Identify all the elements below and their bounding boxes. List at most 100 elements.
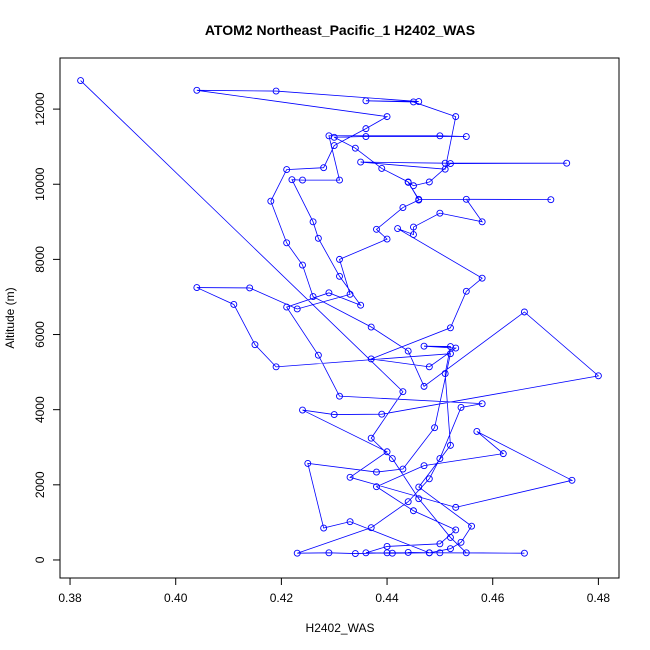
data-point bbox=[299, 406, 306, 414]
data-point bbox=[299, 176, 306, 184]
data-point bbox=[404, 498, 412, 506]
data-point bbox=[373, 483, 380, 491]
data-point bbox=[415, 495, 423, 503]
data-point bbox=[325, 549, 333, 557]
data-point bbox=[447, 160, 454, 168]
data-point bbox=[410, 507, 417, 515]
data-point bbox=[404, 178, 412, 186]
data-point bbox=[594, 372, 602, 380]
data-point bbox=[478, 274, 486, 282]
data-point bbox=[447, 324, 454, 332]
chart-title: ATOM2 Northeast_Pacific_1 H2402_WAS bbox=[205, 22, 475, 38]
data-point bbox=[394, 225, 402, 233]
data-point bbox=[425, 363, 433, 371]
data-point bbox=[362, 125, 370, 133]
data-point bbox=[452, 113, 460, 121]
data-point bbox=[462, 195, 470, 203]
data-point bbox=[362, 133, 370, 140]
y-tick-label: 10000 bbox=[33, 167, 47, 201]
data-point bbox=[410, 182, 417, 190]
x-tick-label: 0.48 bbox=[587, 591, 611, 605]
y-tick-label: 4000 bbox=[33, 396, 47, 423]
data-point bbox=[415, 195, 423, 203]
data-point bbox=[420, 382, 428, 390]
data-point bbox=[462, 133, 470, 140]
data-point bbox=[336, 272, 343, 280]
data-point bbox=[193, 86, 201, 94]
data-point bbox=[309, 293, 317, 301]
data-point bbox=[436, 540, 444, 548]
data-point bbox=[441, 370, 449, 378]
data-point bbox=[478, 400, 486, 408]
x-axis-label: H2402_WAS bbox=[306, 621, 375, 635]
data-point bbox=[383, 448, 391, 456]
data-point bbox=[351, 550, 359, 558]
data-point bbox=[462, 549, 470, 557]
y-tick-label: 8000 bbox=[33, 246, 47, 273]
data-point bbox=[320, 524, 328, 532]
data-point bbox=[346, 518, 354, 526]
data-point bbox=[367, 355, 375, 363]
data-point bbox=[378, 410, 386, 418]
data-point bbox=[346, 473, 354, 481]
data-point bbox=[373, 468, 380, 476]
data-point bbox=[330, 133, 338, 141]
data-point bbox=[452, 344, 460, 352]
data-point bbox=[314, 234, 322, 242]
data-point bbox=[415, 483, 423, 491]
data-point bbox=[436, 549, 444, 557]
plot-frame bbox=[59, 57, 620, 579]
data-point bbox=[251, 341, 259, 349]
data-point bbox=[441, 165, 449, 173]
data-point bbox=[436, 132, 444, 140]
data-point bbox=[447, 545, 454, 553]
data-point bbox=[447, 533, 454, 541]
data-point bbox=[415, 98, 423, 106]
data-point bbox=[309, 218, 317, 226]
data-point bbox=[410, 98, 417, 106]
data-point bbox=[436, 455, 444, 462]
data-point bbox=[383, 542, 391, 550]
y-tick-label: 0 bbox=[33, 556, 47, 563]
data-point bbox=[367, 434, 375, 442]
data-point bbox=[272, 363, 280, 371]
data-point bbox=[568, 476, 576, 484]
data-point bbox=[193, 284, 201, 292]
data-point bbox=[378, 165, 386, 172]
data-point bbox=[230, 301, 238, 308]
data-point bbox=[293, 549, 301, 557]
x-tick-label: 0.40 bbox=[164, 591, 188, 605]
data-point bbox=[425, 178, 433, 186]
data-point bbox=[436, 209, 444, 217]
data-point bbox=[362, 97, 370, 105]
data-point bbox=[452, 526, 460, 534]
x-tick-label: 0.38 bbox=[58, 591, 82, 605]
data-point bbox=[478, 218, 486, 226]
data-point bbox=[399, 388, 407, 396]
data-point bbox=[330, 142, 338, 149]
data-point bbox=[462, 287, 470, 295]
data-point bbox=[351, 144, 359, 152]
data-point bbox=[304, 459, 312, 467]
data-point bbox=[283, 303, 291, 311]
data-point bbox=[520, 549, 528, 557]
data-point bbox=[336, 255, 343, 263]
data-point bbox=[420, 342, 428, 350]
data-point bbox=[383, 113, 391, 121]
data-point bbox=[447, 441, 454, 449]
data-point bbox=[330, 411, 338, 419]
data-point bbox=[325, 289, 333, 297]
data-point bbox=[362, 549, 370, 557]
data-point bbox=[404, 549, 412, 556]
data-point bbox=[425, 475, 433, 483]
data-point bbox=[357, 158, 365, 166]
data-point bbox=[336, 392, 343, 400]
data-point bbox=[468, 522, 476, 530]
data-point bbox=[473, 428, 481, 435]
y-axis-label: Altitude (m) bbox=[3, 287, 17, 348]
data-point bbox=[373, 225, 380, 233]
data-point bbox=[336, 176, 343, 184]
data-point bbox=[420, 462, 428, 470]
